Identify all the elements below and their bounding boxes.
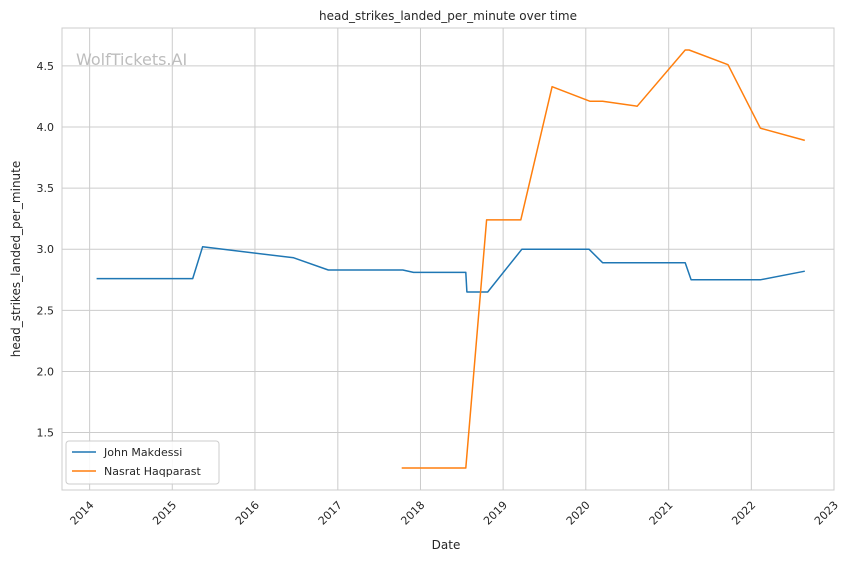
data-point (758, 277, 763, 282)
y-tick-label: 3.5 (37, 182, 55, 195)
data-point (586, 247, 591, 252)
y-tick-label: 3.0 (37, 243, 55, 256)
data-point (519, 247, 524, 252)
data-point (689, 277, 694, 282)
data-point (94, 276, 99, 281)
x-axis-label: Date (432, 538, 461, 552)
series-lines (94, 48, 807, 471)
data-point (600, 260, 605, 265)
data-point (726, 62, 731, 67)
data-point (484, 217, 489, 222)
legend-box (65, 440, 220, 485)
y-tick-label: 4.0 (37, 121, 55, 134)
data-point (588, 99, 593, 104)
data-point (683, 260, 688, 265)
watermark: WolfTickets.AI (76, 50, 187, 69)
chart-title: head_strikes_landed_per_minute over time (319, 9, 577, 23)
x-tick-label: 2014 (68, 499, 97, 528)
x-tick-label: 2016 (233, 499, 262, 528)
data-point (600, 99, 605, 104)
series-john-makdessi (94, 244, 807, 295)
y-tick-label: 4.5 (37, 60, 55, 73)
plot-area (61, 27, 835, 491)
x-tick-label: 2022 (729, 499, 758, 528)
data-point (190, 276, 195, 281)
data-point (758, 126, 763, 131)
x-tick-label: 2018 (398, 499, 427, 528)
series-line-john-makdessi (96, 246, 805, 293)
data-point (802, 269, 807, 274)
data-point (326, 268, 331, 273)
x-tick-label: 2019 (481, 499, 510, 528)
data-point (399, 466, 404, 471)
data-point (463, 270, 468, 275)
y-tick-label: 2.5 (37, 304, 55, 317)
data-point (802, 138, 807, 143)
series-line-nasrat-haqparast (401, 49, 805, 469)
legend: John Makdessi Nasrat Haqparast (65, 440, 220, 485)
data-point (400, 268, 405, 273)
grid (62, 28, 835, 490)
series-nasrat-haqparast (399, 48, 807, 471)
data-point (687, 48, 692, 53)
x-tick-label: 2020 (564, 499, 593, 528)
x-tick-label: 2023 (812, 499, 841, 528)
data-point (485, 290, 490, 295)
data-point (291, 255, 296, 260)
data-point (463, 466, 468, 471)
x-tick-label: 2017 (316, 499, 345, 528)
data-point (200, 244, 205, 249)
legend-label-john-makdessi: John Makdessi (103, 446, 182, 459)
x-tick-label: 2021 (647, 499, 676, 528)
data-point (464, 290, 469, 295)
y-tick-label: 2.0 (37, 365, 55, 378)
y-axis-label: head_strikes_landed_per_minute (9, 161, 23, 358)
legend-label-nasrat-haqparast: Nasrat Haqparast (104, 465, 201, 478)
data-point (411, 270, 416, 275)
data-point (635, 104, 640, 109)
y-tick-label: 1.5 (37, 427, 55, 440)
x-tick-label: 2015 (150, 499, 179, 528)
data-point (518, 217, 523, 222)
data-point (550, 84, 555, 89)
